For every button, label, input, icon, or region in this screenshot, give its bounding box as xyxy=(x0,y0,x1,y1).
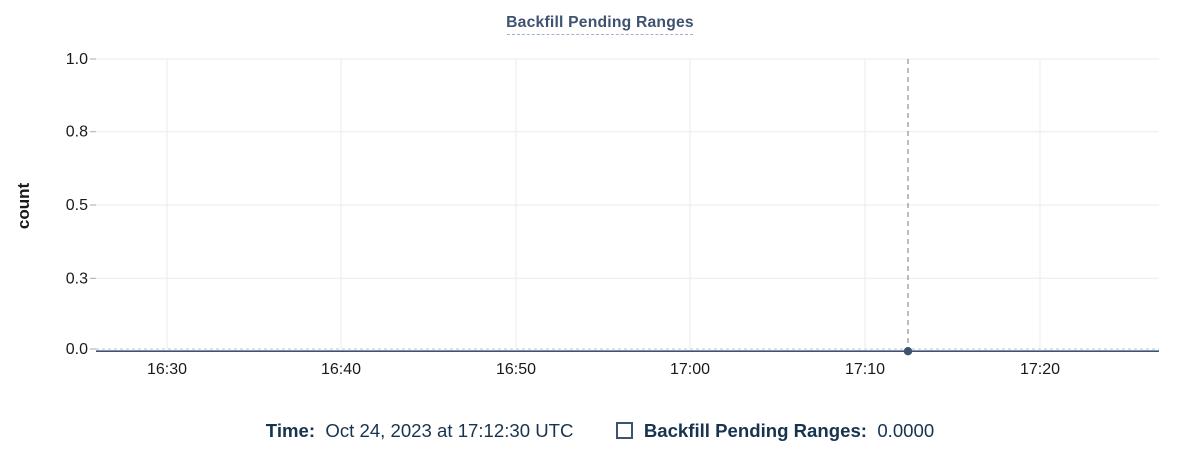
svg-text:0.5: 0.5 xyxy=(66,197,88,214)
svg-text:17:10: 17:10 xyxy=(845,361,885,378)
svg-text:16:50: 16:50 xyxy=(496,361,536,378)
svg-text:0.0: 0.0 xyxy=(66,341,88,358)
svg-text:0.8: 0.8 xyxy=(66,124,88,141)
svg-text:17:20: 17:20 xyxy=(1020,361,1060,378)
svg-text:0.3: 0.3 xyxy=(66,270,88,287)
svg-text:17:00: 17:00 xyxy=(670,361,710,378)
svg-text:16:40: 16:40 xyxy=(321,361,361,378)
svg-text:count: count xyxy=(14,183,33,230)
svg-text:16:30: 16:30 xyxy=(147,361,187,378)
svg-text:1.0: 1.0 xyxy=(66,51,88,68)
